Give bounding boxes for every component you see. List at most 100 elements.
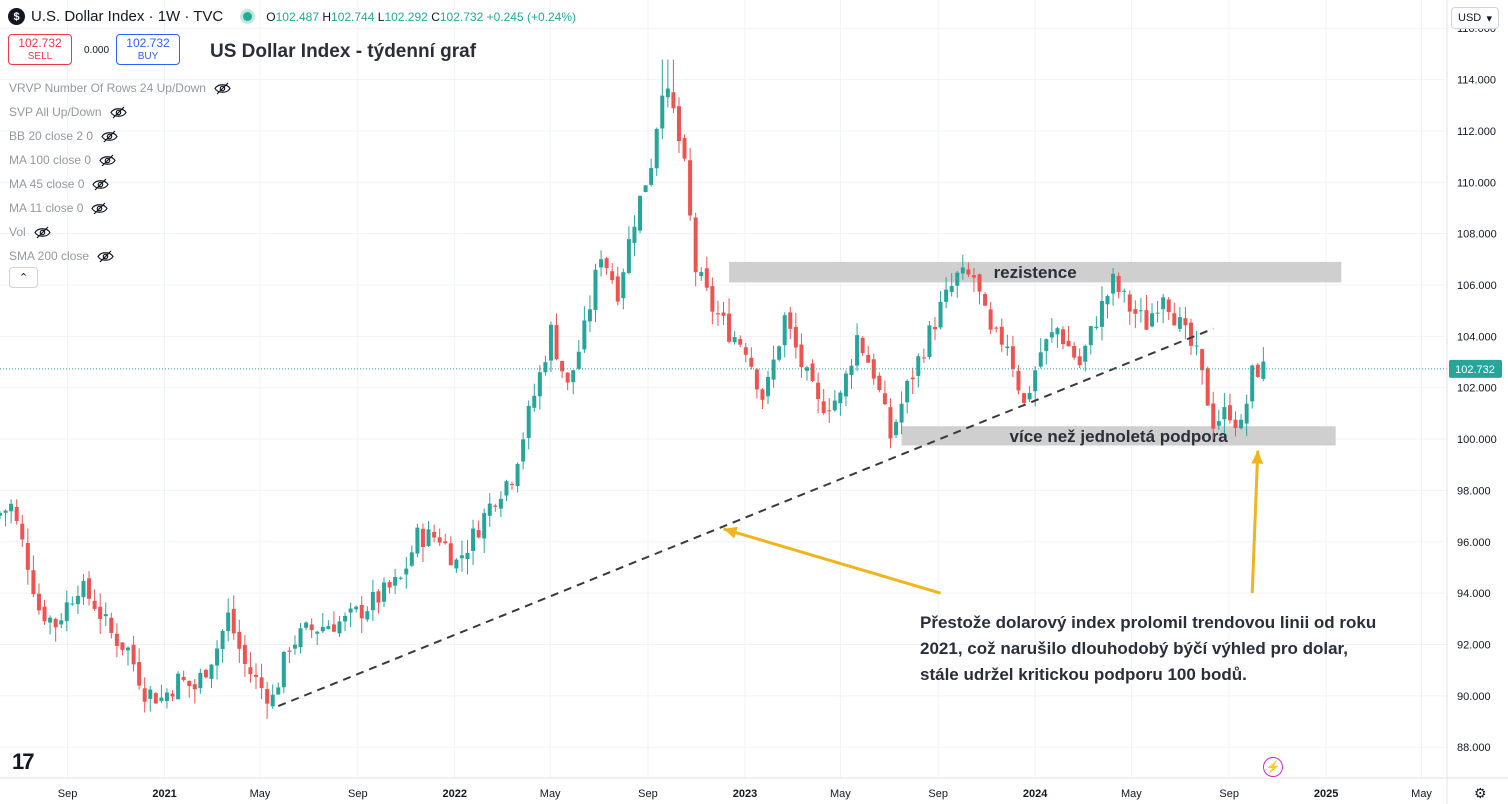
candle-body: [359, 604, 364, 619]
eye-off-icon[interactable]: [33, 226, 51, 239]
indicator-row[interactable]: VRVP Number Of Rows 24 Up/Down: [9, 76, 231, 100]
candle-body: [1222, 407, 1227, 420]
bolt-icon[interactable]: ⚡: [1263, 757, 1283, 777]
buy-button[interactable]: 102.732 BUY: [116, 34, 180, 65]
candle-body: [187, 680, 192, 687]
candle-body: [120, 642, 125, 650]
last-price-label: 102.732: [1455, 364, 1495, 376]
indicator-row[interactable]: MA 11 close 0: [9, 196, 231, 220]
candle-body: [3, 510, 8, 513]
candle-body: [515, 463, 520, 487]
candle-body: [1016, 370, 1021, 391]
collapse-legend-button[interactable]: ⌃: [9, 267, 38, 288]
candle-body: [899, 403, 904, 423]
y-tick-label: 110.000: [1457, 177, 1496, 189]
eye-off-icon[interactable]: [109, 106, 127, 119]
candle-body: [220, 630, 225, 650]
arrow-head: [723, 526, 738, 539]
last-price-badge: [1449, 359, 1502, 378]
indicator-row[interactable]: BB 20 close 2 0: [9, 124, 231, 148]
candle-body: [98, 606, 103, 619]
candle-body: [320, 626, 325, 632]
indicator-row[interactable]: Vol: [9, 220, 231, 244]
eye-off-icon[interactable]: [97, 250, 114, 263]
x-tick-label: Sep: [348, 788, 368, 800]
candle-body: [610, 271, 615, 281]
trendline: [277, 327, 1214, 708]
x-tick-label: May: [830, 788, 851, 800]
candle-body: [226, 612, 231, 632]
candle-body: [771, 359, 776, 380]
gear-icon[interactable]: ⚙: [1474, 785, 1487, 801]
candle-body: [938, 301, 943, 328]
candle-body: [1083, 345, 1088, 362]
candle-body: [1216, 421, 1221, 426]
candle-body: [1194, 345, 1199, 347]
sell-button[interactable]: 102.732 SELL: [8, 34, 72, 65]
candle-body: [248, 667, 253, 675]
candle-body: [1060, 329, 1065, 345]
eye-off-icon[interactable]: [91, 202, 109, 215]
candle-body: [593, 269, 598, 310]
eye-off-icon[interactable]: [99, 154, 116, 167]
candle-body: [1155, 312, 1160, 314]
candle-body: [526, 405, 531, 438]
indicator-row[interactable]: SVP All Up/Down: [9, 100, 231, 124]
arrow-head: [1251, 450, 1264, 464]
candle-body: [1211, 403, 1216, 429]
candle-body: [31, 570, 36, 595]
x-tick-label: May: [540, 788, 561, 800]
candle-body: [114, 633, 119, 646]
candle-body: [409, 552, 414, 566]
chevron-down-icon: ▾: [1486, 12, 1492, 25]
currency-selector[interactable]: USD ▾: [1451, 7, 1499, 29]
indicator-row[interactable]: MA 45 close 0: [9, 172, 231, 196]
candle-body: [632, 226, 637, 243]
chart-title: US Dollar Index - týdenní graf: [210, 41, 477, 62]
candle-body: [103, 614, 108, 617]
candle-body: [560, 360, 565, 372]
candle-body: [1200, 349, 1205, 371]
candle-body: [487, 503, 492, 516]
indicator-row[interactable]: MA 100 close 0: [9, 148, 231, 172]
candle-body: [682, 138, 687, 159]
candle-body: [510, 483, 515, 485]
symbol-title[interactable]: U.S. Dollar Index · 1W · TVC: [31, 8, 224, 25]
y-tick-label: 94.000: [1457, 588, 1491, 600]
eye-off-icon[interactable]: [214, 82, 231, 95]
candle-body: [665, 88, 670, 98]
chart-grid: [0, 0, 1447, 778]
candle-body: [1044, 339, 1049, 351]
y-tick-label: 102.000: [1457, 383, 1497, 395]
candle-body: [309, 624, 314, 631]
candle-body: [949, 286, 954, 293]
candle-body: [304, 622, 309, 628]
eye-off-icon[interactable]: [92, 178, 110, 191]
tradingview-logo[interactable]: 17: [12, 749, 35, 774]
candle-body: [866, 354, 871, 363]
candle-body: [999, 326, 1004, 345]
indicator-row[interactable]: SMA 200 close: [9, 244, 231, 268]
x-tick-label: 2025: [1314, 788, 1338, 800]
candle-body: [270, 694, 275, 707]
candle-body: [131, 644, 136, 665]
candle-body: [64, 602, 69, 622]
candle-body: [176, 673, 181, 700]
candle-body: [643, 185, 648, 193]
eye-off-icon[interactable]: [101, 130, 118, 143]
y-tick-label: 90.000: [1457, 691, 1491, 703]
candle-body: [983, 294, 988, 306]
candle-body: [1022, 393, 1027, 403]
y-tick-label: 114.000: [1457, 75, 1496, 87]
resistance-zone: [729, 261, 1342, 283]
candle-body: [181, 676, 186, 681]
chart-overlays: [0, 327, 1447, 708]
candle-body: [1205, 368, 1210, 406]
dollar-icon: $: [8, 8, 25, 25]
candle-body: [1049, 332, 1054, 338]
indicator-label: MA 100 close 0: [9, 153, 92, 167]
candle-body: [688, 160, 693, 216]
candle-body: [142, 688, 147, 702]
candle-body: [148, 689, 153, 699]
